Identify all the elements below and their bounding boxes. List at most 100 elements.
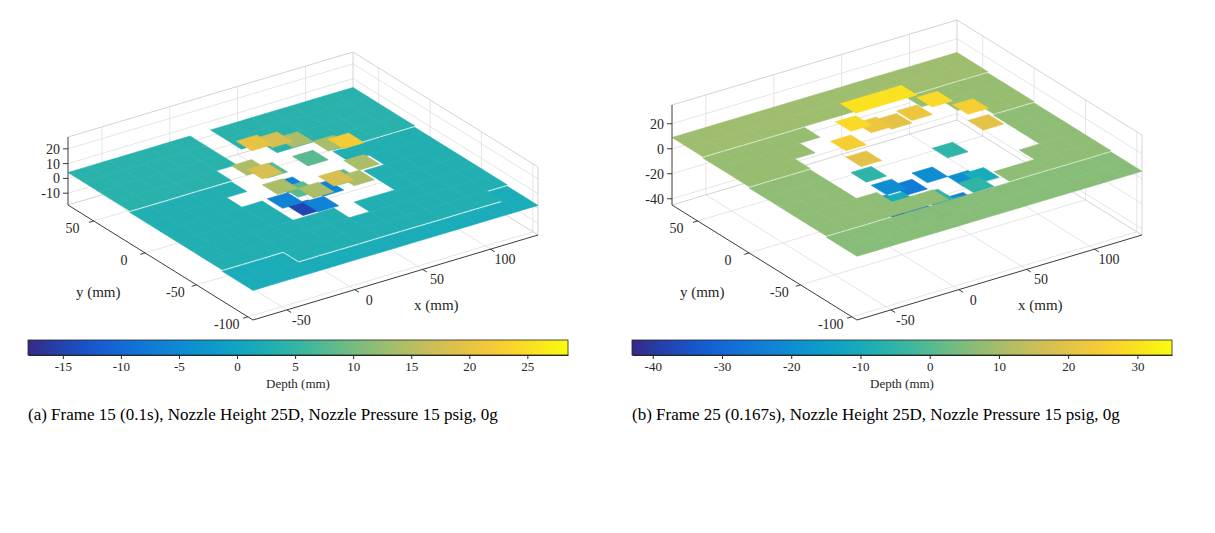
x-tick	[891, 310, 895, 313]
panel: -50050100-100-50050-1001020x (mm)y (mm)-…	[28, 52, 569, 424]
x-tick-label: -50	[896, 313, 915, 328]
colorbar-tick-label: 25	[521, 359, 534, 374]
colorbar-tick-label: -30	[714, 359, 731, 374]
y-tick-label: 50	[66, 221, 80, 236]
grid-line	[306, 66, 491, 249]
y-tick	[192, 285, 197, 286]
colorbar-tick: -5	[174, 355, 185, 374]
surface-cell	[912, 167, 948, 183]
colorbar-tick: -20	[783, 355, 800, 374]
y-tick-label: -100	[214, 317, 240, 332]
x-tick-label: 100	[1098, 252, 1119, 267]
z-axis-line	[672, 105, 673, 205]
axes: -50050100-100-50050-1001020x (mm)y (mm)	[41, 137, 538, 332]
z-tick	[667, 173, 672, 174]
y-tick-label: -100	[818, 317, 844, 332]
grid-line	[68, 93, 538, 208]
grid-line	[800, 100, 1085, 285]
y-tick	[243, 317, 248, 318]
caption: (a) Frame 15 (0.1s), Nozzle Height 25D, …	[28, 405, 498, 424]
grid	[672, 20, 1142, 317]
z-tick	[63, 148, 68, 149]
y-tick-label: 50	[670, 221, 684, 236]
colorbar-tick: -30	[714, 355, 731, 374]
colorbar-tick: 10	[993, 355, 1006, 374]
colorbar-ramp	[632, 340, 1172, 355]
surface	[68, 87, 538, 290]
colorbar-tick: 0	[927, 355, 934, 374]
caption-line: (a) Frame 15 (0.1s), Nozzle Height 25D, …	[28, 405, 498, 424]
x-tick-label: 0	[366, 293, 373, 308]
caption: (b) Frame 25 (0.167s), Nozzle Height 25D…	[632, 405, 1120, 424]
colorbar-tick: 20	[1062, 355, 1075, 374]
figure: -50050100-100-50050-1001020x (mm)y (mm)-…	[0, 0, 1215, 533]
y-tick-label: 0	[121, 253, 128, 268]
z-tick	[63, 193, 68, 194]
grid-line	[94, 68, 379, 221]
colorbar-tick-label: -40	[645, 359, 662, 374]
colorbar-tick: -40	[645, 355, 662, 374]
y-axis-title: y (mm)	[680, 284, 725, 301]
colorbar-title: Depth (mm)	[870, 376, 934, 391]
z-tick-label: 20	[46, 142, 60, 157]
z-tick	[63, 163, 68, 164]
grid	[68, 52, 538, 317]
y-tick	[744, 253, 749, 254]
z-tick	[63, 178, 68, 179]
x-tick	[287, 310, 291, 313]
surface-cell	[298, 182, 334, 198]
z-tick-label: 20	[650, 117, 664, 132]
grid-line	[706, 95, 891, 310]
grid-line	[68, 108, 538, 223]
caption-line: (b) Frame 25 (0.167s), Nozzle Height 25D…	[632, 405, 1120, 424]
x-axis-title: x (mm)	[1018, 297, 1063, 314]
grid-line	[842, 54, 1027, 269]
box-edge	[68, 120, 538, 235]
surface-cell	[344, 154, 380, 170]
z-tick-label: 10	[46, 157, 60, 172]
colorbar-tick: 25	[521, 355, 534, 374]
surface-cell	[293, 150, 329, 166]
z-tick-label: 0	[53, 171, 60, 186]
surface-cell	[831, 135, 867, 151]
x-axis-line	[253, 235, 538, 320]
colorbar-tick-label: 0	[927, 359, 934, 374]
z-tick-label: 0	[657, 142, 664, 157]
surface-cell	[328, 133, 364, 149]
colorbar-tick-label: -10	[113, 359, 130, 374]
colorbar-tick-label: -10	[852, 359, 869, 374]
y-tick	[89, 221, 94, 222]
x-tick-label: 50	[1034, 272, 1048, 287]
x-axis-title: x (mm)	[414, 297, 459, 314]
box-edge	[68, 52, 538, 167]
colorbar-axis-line	[29, 355, 569, 356]
surface-cell	[846, 151, 882, 167]
colorbar-tick-label: -15	[55, 359, 72, 374]
grid-line	[672, 114, 1142, 229]
colorbar-tick: -10	[113, 355, 130, 374]
surface-cell	[236, 135, 272, 151]
surface-cell	[842, 241, 878, 257]
y-axis-line	[672, 205, 857, 320]
surface-cell	[968, 114, 1004, 130]
x-tick	[1027, 269, 1031, 272]
y-tick	[140, 253, 145, 254]
colorbar-tick-label: 20	[463, 359, 476, 374]
surface-cell	[835, 116, 871, 132]
z-tick-label: -10	[41, 186, 60, 201]
z-tick-label: -20	[645, 167, 664, 182]
colorbar-tick-label: 30	[1131, 359, 1144, 374]
x-tick-label: -50	[292, 313, 311, 328]
x-axis-line	[857, 235, 1142, 320]
grid-line	[170, 107, 355, 290]
y-tick-label: 0	[725, 253, 732, 268]
surface-cell	[932, 142, 968, 158]
y-tick	[847, 317, 852, 318]
colorbar-ramp	[28, 340, 568, 355]
z-tick	[667, 148, 672, 149]
y-tick-label: -50	[770, 285, 789, 300]
colorbar-tick: -10	[852, 355, 869, 374]
x-tick	[423, 269, 427, 272]
colorbar-tick-label: 10	[993, 359, 1006, 374]
colorbar-tick-label: 20	[1062, 359, 1075, 374]
